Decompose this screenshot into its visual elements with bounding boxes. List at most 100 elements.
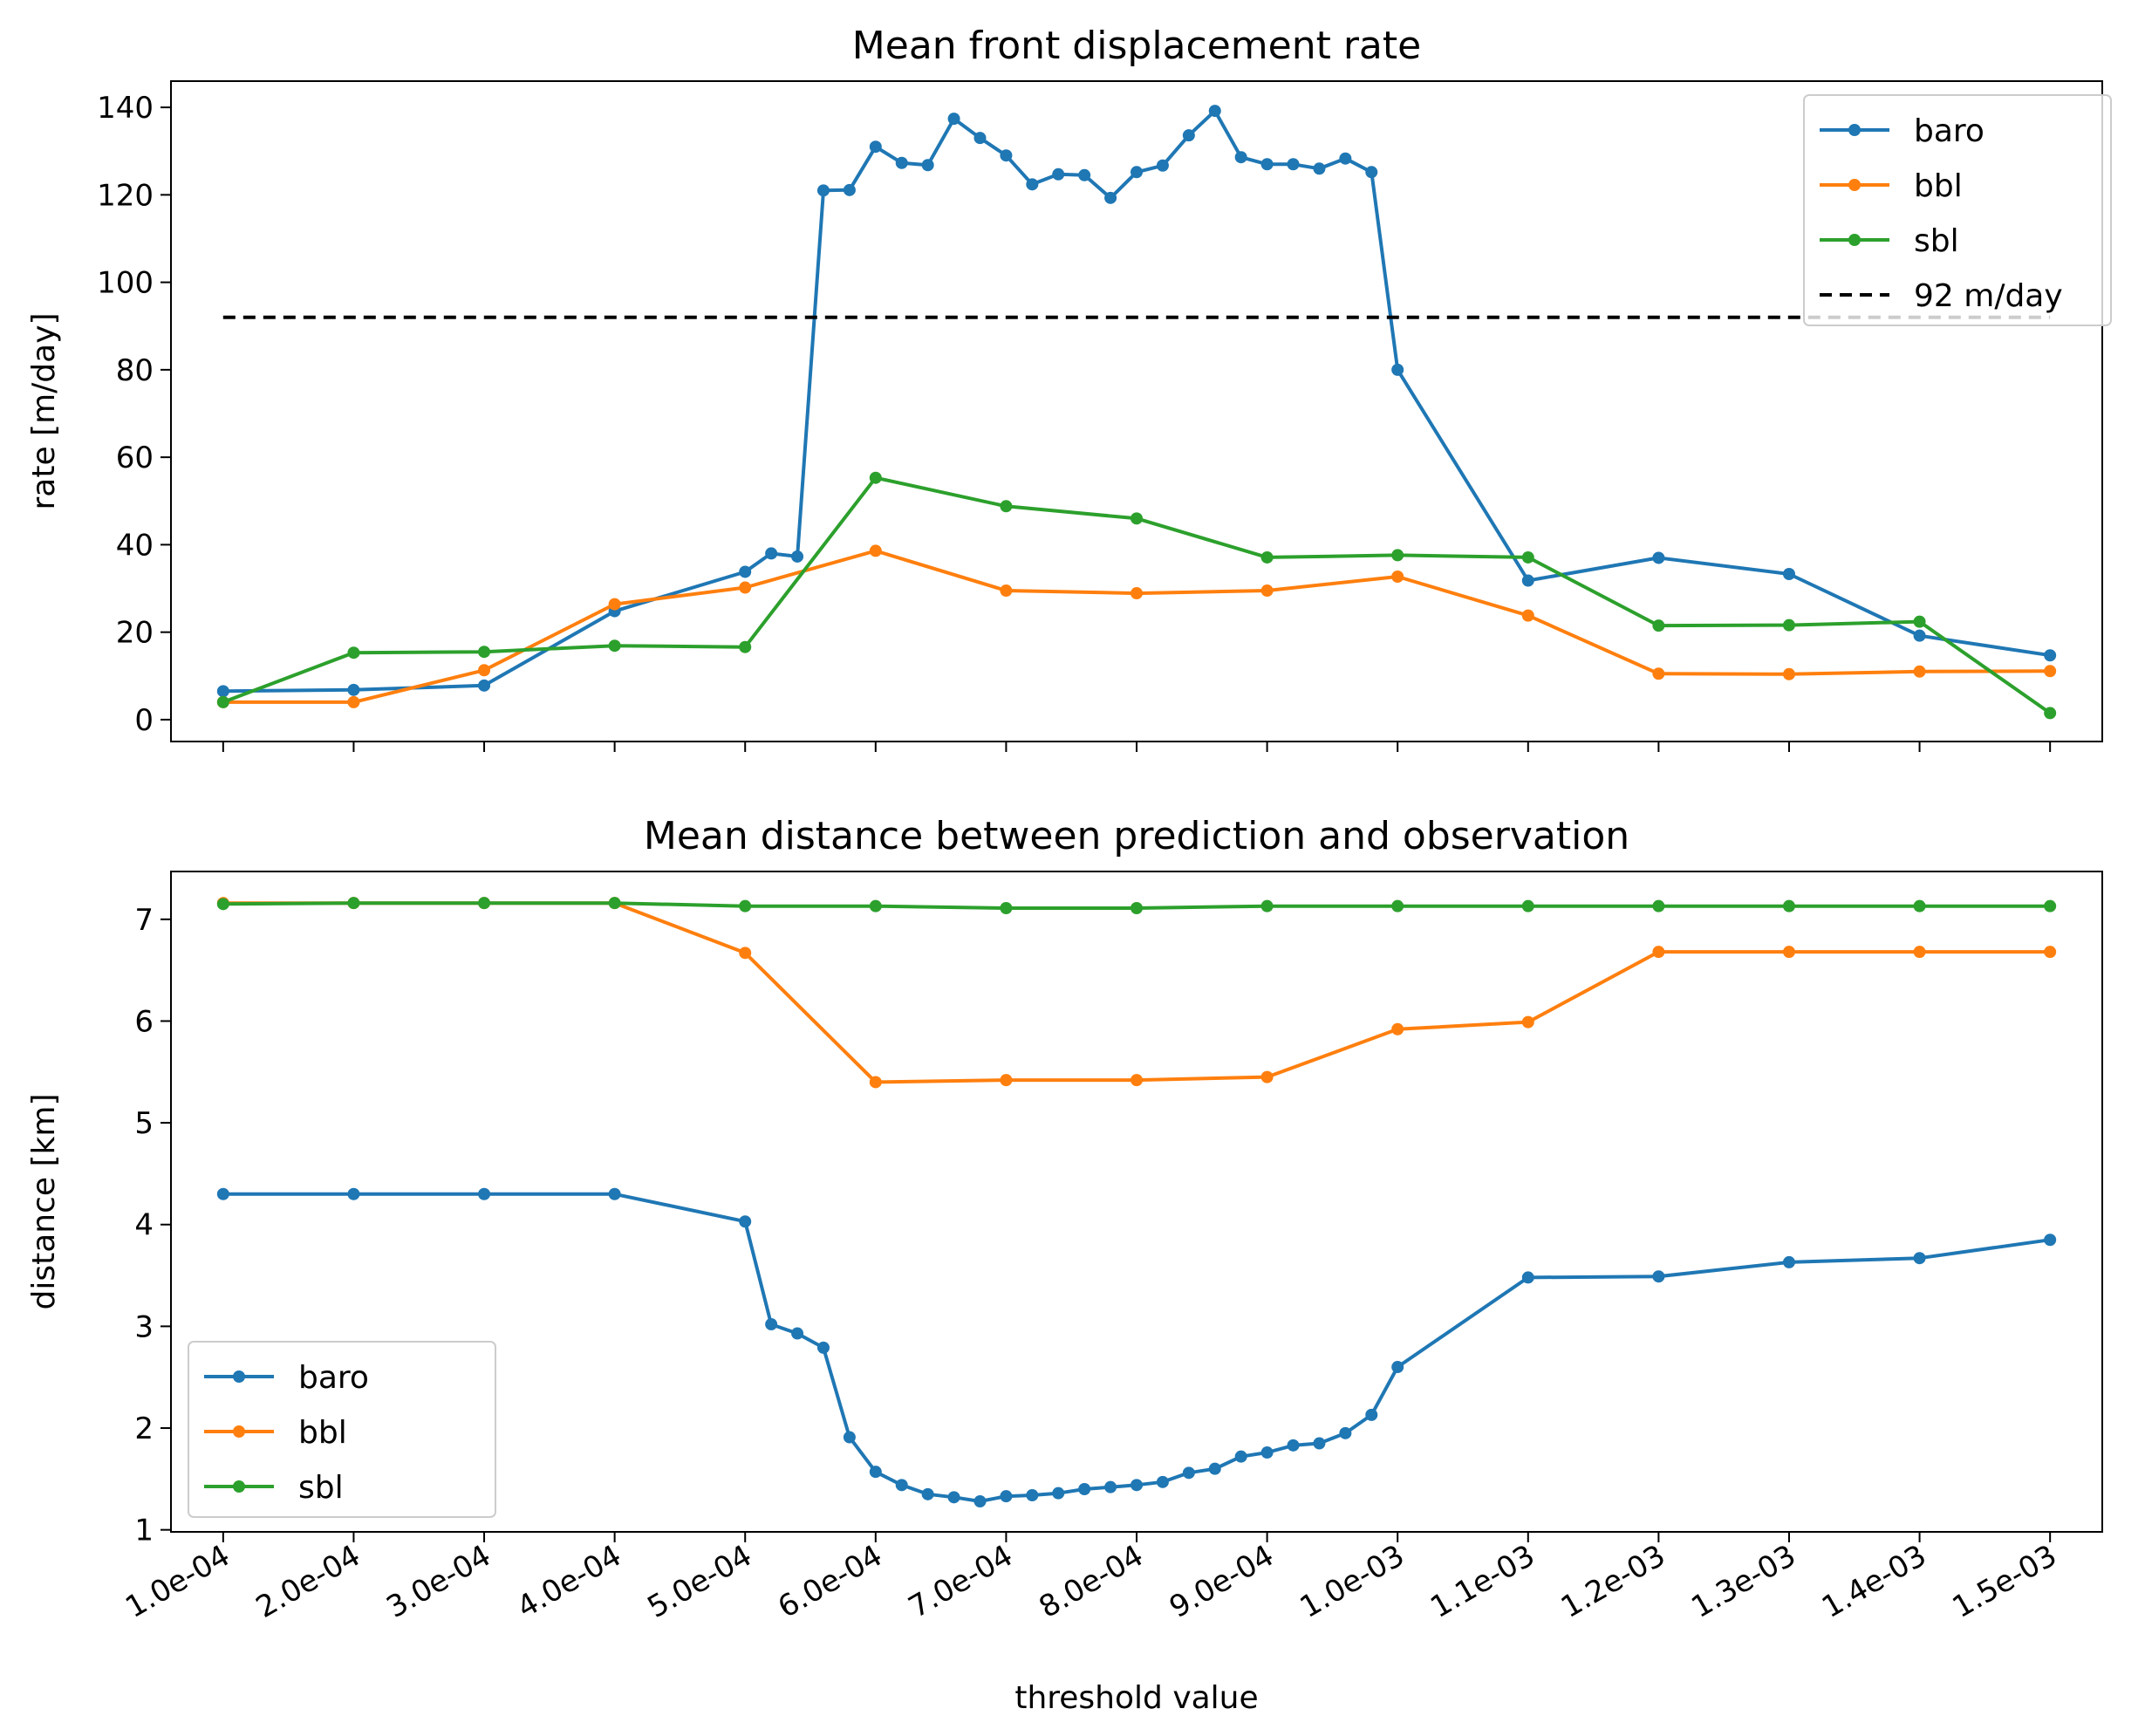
- distance-data-point-bbl: [1391, 1022, 1404, 1035]
- rate-legend-marker-bbl: [1848, 179, 1861, 191]
- distance-data-point-baro: [1913, 1252, 1926, 1265]
- distance-axes-frame: [170, 871, 2103, 1533]
- rate-series-group: [216, 105, 2057, 720]
- rate-data-point-sbl: [347, 646, 360, 660]
- distance-legend-marker-baro: [233, 1370, 245, 1383]
- distance-data-point-baro: [1052, 1487, 1065, 1500]
- distance-data-point-sbl: [1521, 899, 1534, 912]
- rate-data-point-sbl: [1652, 619, 1665, 632]
- rate-data-point-bbl: [1000, 584, 1013, 598]
- distance-data-point-bbl: [1782, 946, 1795, 959]
- distance-data-point-baro: [608, 1187, 621, 1200]
- distance-data-point-bbl: [739, 947, 752, 960]
- distance-data-point-baro: [947, 1491, 960, 1504]
- distance-legend-label-sbl: sbl: [298, 1470, 344, 1506]
- rate-data-point-sbl: [1000, 500, 1013, 513]
- distance-data-point-bbl: [2044, 946, 2057, 959]
- distance-y-tick-label: 6: [134, 1004, 154, 1039]
- distance-data-point-baro: [1104, 1480, 1117, 1493]
- distance-data-point-baro: [1287, 1439, 1300, 1452]
- distance-data-point-baro: [1078, 1483, 1091, 1496]
- distance-data-point-bbl: [1260, 1070, 1274, 1083]
- distance-data-point-baro: [1234, 1450, 1247, 1463]
- rate-data-point-bbl: [1652, 667, 1665, 680]
- distance-data-point-sbl: [1652, 899, 1665, 912]
- rate-data-point-sbl: [1260, 550, 1274, 564]
- rate-data-point-bbl: [2044, 665, 2057, 678]
- rate-legend-label-bbl: bbl: [1914, 168, 1963, 204]
- rate-data-point-baro: [765, 547, 778, 560]
- rate-data-point-baro: [1313, 162, 1326, 175]
- rate-data-point-bbl: [869, 544, 882, 557]
- rate-data-point-baro: [869, 140, 882, 154]
- rate-data-point-baro: [1287, 158, 1300, 171]
- rate-legend-marker-sbl: [1848, 234, 1861, 246]
- distance-data-point-baro: [765, 1318, 778, 1331]
- distance-data-point-sbl: [216, 898, 229, 911]
- rate-axes-frame: [170, 80, 2103, 742]
- distance-data-point-bbl: [1131, 1074, 1143, 1087]
- rate-data-point-baro: [1521, 574, 1534, 587]
- distance-data-point-sbl: [2044, 899, 2057, 912]
- rate-data-point-baro: [1131, 166, 1143, 179]
- distance-y-tick-label: 1: [134, 1514, 154, 1548]
- distance-data-point-bbl: [1521, 1015, 1534, 1029]
- rate-data-point-baro: [947, 113, 960, 126]
- distance-data-point-baro: [1260, 1446, 1274, 1459]
- distance-data-point-baro: [1652, 1270, 1665, 1283]
- distance-data-point-baro: [1782, 1255, 1795, 1268]
- distance-y-tick-label: 2: [134, 1411, 154, 1446]
- distance-data-point-sbl: [478, 897, 491, 910]
- rate-data-point-baro: [1782, 567, 1795, 580]
- rate-data-point-baro: [1260, 158, 1274, 171]
- distance-chart-title: Mean distance between prediction and obs…: [644, 814, 1629, 858]
- rate-data-point-baro: [895, 156, 908, 169]
- rate-y-tick-label: 140: [97, 91, 154, 126]
- distance-data-point-sbl: [1913, 899, 1926, 912]
- rate-data-point-baro: [1208, 105, 1221, 118]
- rate-data-point-baro: [1052, 167, 1065, 181]
- distance-data-point-baro: [895, 1479, 908, 1492]
- rate-data-point-baro: [843, 183, 856, 196]
- rate-data-point-baro: [2044, 649, 2057, 662]
- distance-legend-box: [188, 1341, 496, 1518]
- distance-data-point-baro: [973, 1495, 987, 1508]
- rate-y-tick-label: 60: [116, 441, 154, 475]
- distance-data-point-baro: [1000, 1490, 1013, 1503]
- distance-chart-legend: baro bbl sbl: [188, 1341, 496, 1518]
- distance-legend-marker-sbl: [233, 1480, 245, 1493]
- rate-y-tick-label: 0: [134, 703, 154, 738]
- rate-data-point-bbl: [1131, 587, 1143, 600]
- distance-data-point-sbl: [739, 899, 752, 912]
- rate-data-point-baro: [1391, 363, 1404, 376]
- rate-data-point-baro: [1182, 129, 1195, 142]
- rate-data-point-bbl: [347, 695, 360, 708]
- rate-legend-label-sbl: sbl: [1914, 223, 1959, 259]
- rate-legend-marker-baro: [1848, 124, 1861, 136]
- rate-data-point-sbl: [2044, 707, 2057, 720]
- rate-data-point-baro: [1365, 166, 1378, 179]
- distance-data-point-baro: [1208, 1462, 1221, 1475]
- rate-data-point-baro: [791, 550, 804, 563]
- rate-y-tick-label: 100: [97, 266, 154, 301]
- rate-data-point-bbl: [1521, 609, 1534, 622]
- rate-data-point-baro: [1104, 191, 1117, 204]
- rate-y-tick-label: 120: [97, 178, 154, 213]
- distance-data-point-baro: [869, 1466, 882, 1479]
- rate-data-point-baro: [973, 132, 987, 145]
- rate-data-point-sbl: [869, 471, 882, 484]
- distance-data-point-sbl: [1782, 899, 1795, 912]
- distance-data-point-baro: [1391, 1361, 1404, 1374]
- rate-data-point-baro: [739, 565, 752, 578]
- rate-data-point-bbl: [608, 598, 621, 611]
- rate-data-point-baro: [1000, 149, 1013, 162]
- rate-chart: Mean front displacement rate rate [m/day…: [26, 24, 2112, 752]
- distance-data-point-sbl: [1131, 901, 1143, 914]
- rate-data-point-baro: [1339, 152, 1352, 165]
- rate-chart-title: Mean front displacement rate: [852, 24, 1421, 68]
- rate-chart-y-axis-label: rate [m/day]: [26, 312, 62, 509]
- rate-data-point-sbl: [608, 639, 621, 653]
- distance-data-point-sbl: [347, 897, 360, 910]
- rate-chart-plot-area: 0 20 40 60 80 100 120 140: [97, 80, 2103, 752]
